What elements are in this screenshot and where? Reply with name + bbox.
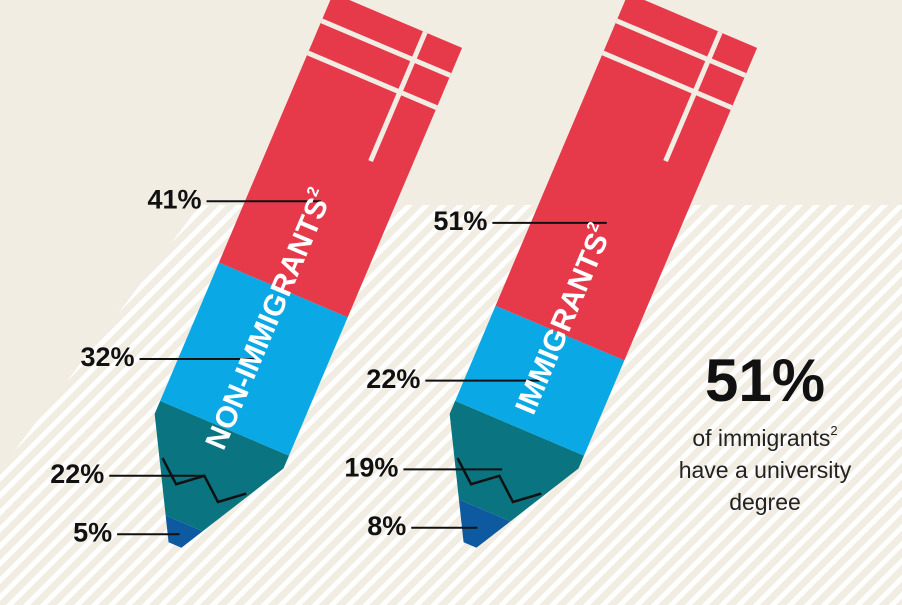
- segment: [165, 515, 203, 548]
- annotation-line: have a university: [679, 457, 852, 483]
- value-label: 51%: [433, 206, 487, 236]
- annotation: 51% of immigrants2 have a university deg…: [679, 347, 852, 515]
- annotation-figure: 51%: [705, 347, 825, 414]
- value-label: 8%: [367, 511, 406, 541]
- annotation-text: of immigrants: [692, 425, 830, 451]
- value-label: 22%: [366, 364, 420, 394]
- annotation-line: degree: [729, 489, 801, 515]
- value-label: 19%: [344, 452, 398, 482]
- value-label: 5%: [73, 517, 112, 547]
- cap-line: [306, 50, 438, 110]
- pencils: 5%22%32%41%NON-IMMIGRANTS28%19%22%51%IMM…: [50, 0, 758, 548]
- value-label: 22%: [50, 459, 104, 489]
- value-label: 32%: [80, 342, 134, 372]
- segment: [154, 400, 289, 532]
- cap-line: [320, 18, 452, 78]
- cap-line: [601, 50, 733, 110]
- zigzag: [456, 457, 542, 504]
- footnote-marker: 2: [830, 423, 837, 438]
- segment: [449, 400, 584, 522]
- annotation-line: of immigrants2: [692, 423, 837, 451]
- cap-line: [615, 18, 747, 78]
- cap-groove: [663, 31, 723, 163]
- value-label: 41%: [148, 184, 202, 214]
- pencil: 8%19%22%51%IMMIGRANTS2: [344, 0, 758, 548]
- zigzag: [161, 457, 247, 504]
- segment: [218, 0, 463, 318]
- segment: [458, 499, 511, 548]
- cap-groove: [368, 31, 428, 163]
